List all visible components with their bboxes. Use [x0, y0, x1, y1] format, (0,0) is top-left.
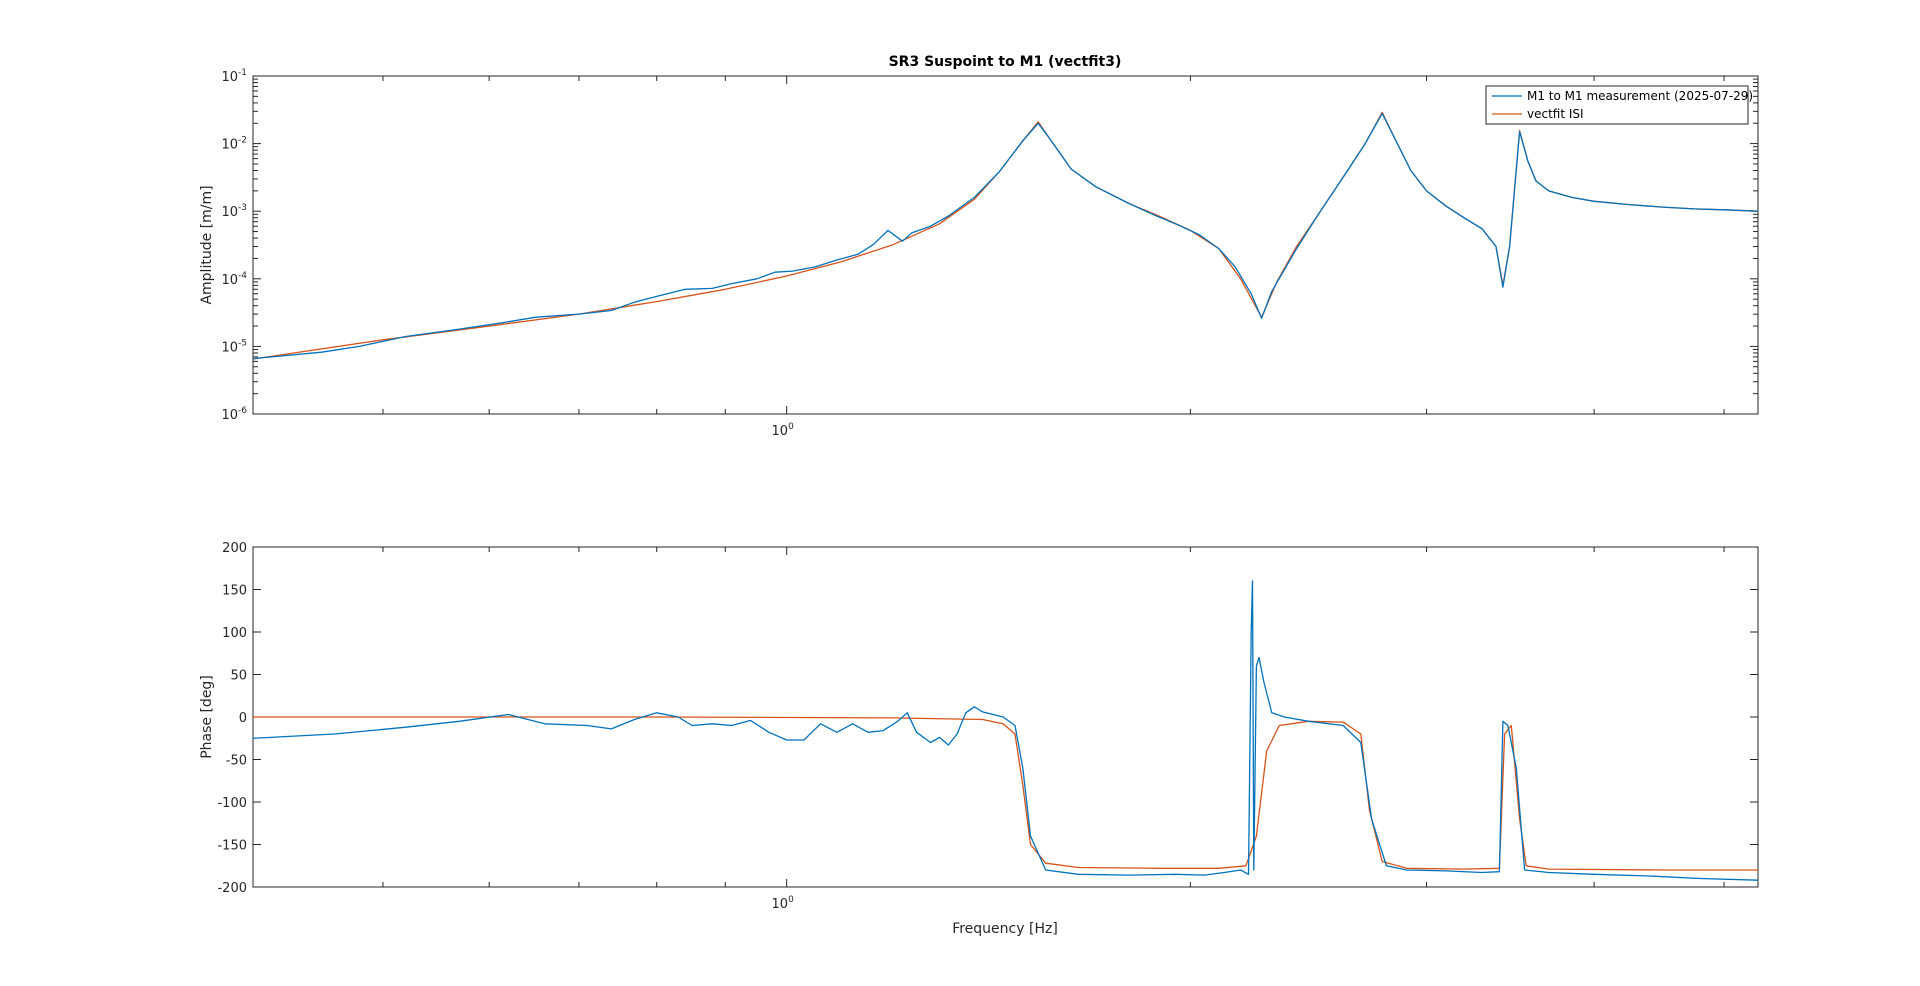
y-tick-label: 50 [230, 669, 247, 684]
amplitude-y-axis-label: Amplitude [m/m] [199, 185, 215, 304]
amplitude-plot-title: SR3 Suspoint to M1 (vectfit3) [889, 54, 1122, 70]
frequency-x-axis-label: Frequency [Hz] [952, 921, 1058, 937]
legend-label-measurement: M1 to M1 measurement (2025-07-29) [1527, 89, 1753, 103]
legend-label-vectfit: vectfit ISI [1527, 107, 1584, 121]
series-line-measurement [252, 580, 1759, 881]
y-tick-label: 150 [222, 584, 247, 599]
y-tick-label: 10-2 [221, 136, 247, 153]
y-tick-label: 10-6 [221, 406, 247, 423]
y-tick-label: 10-4 [221, 271, 247, 288]
y-tick-label: -100 [217, 796, 247, 811]
y-tick-label: 10-3 [221, 203, 247, 220]
series-line-measurement [252, 112, 1759, 360]
y-tick-label: -50 [226, 754, 247, 769]
y-tick-label: 100 [222, 626, 247, 641]
amplitude-plot: SR3 Suspoint to M1 (vectfit3) Amplitude … [199, 54, 1759, 439]
phase-plot: Phase [deg] Frequency [Hz] 100 200 150 100 5… [199, 541, 1759, 937]
y-tick-label: -200 [217, 881, 247, 896]
y-tick-label: -150 [217, 839, 247, 854]
y-tick-label: 200 [222, 541, 247, 556]
x-tick-label: 100 [772, 895, 795, 912]
legend-box [1485, 85, 1749, 125]
y-tick-label: 10-1 [221, 68, 247, 85]
y-tick-label: 10-5 [221, 338, 247, 355]
series-line-vectfit [253, 716, 1758, 871]
x-tick-label: 100 [772, 422, 795, 439]
amplitude-legend: M1 to M1 measurement (2025-07-29) vectfi… [1485, 85, 1753, 125]
amplitude-plot-area [252, 75, 1759, 415]
phase-y-axis-label: Phase [deg] [199, 675, 215, 759]
y-tick-label: 0 [239, 711, 247, 726]
